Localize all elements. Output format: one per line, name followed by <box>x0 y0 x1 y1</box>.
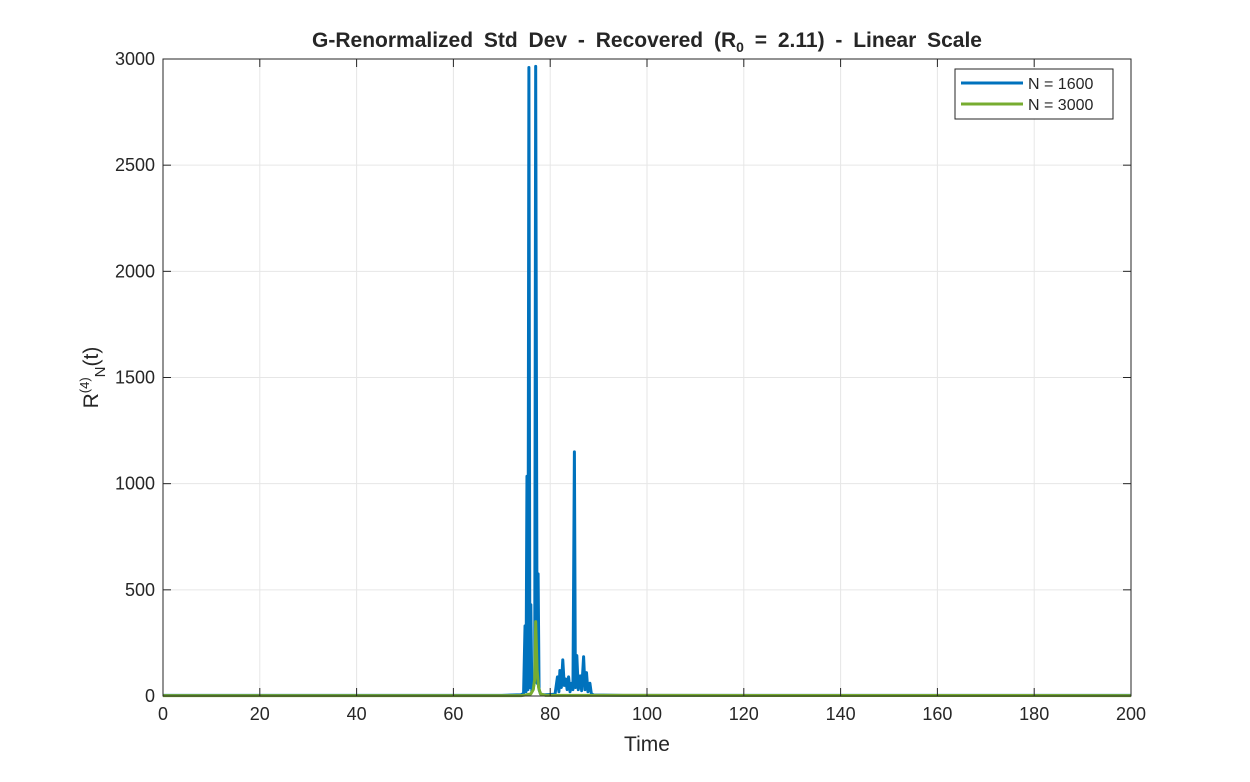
y-tick-label: 3000 <box>115 49 155 69</box>
x-tick-label: 200 <box>1116 704 1146 724</box>
y-tick-label: 1000 <box>115 474 155 494</box>
chart-title-prefix: G-Renormalized Std Dev - Recovered (R <box>312 29 736 52</box>
x-tick-label: 140 <box>826 704 856 724</box>
x-tick-label: 120 <box>729 704 759 724</box>
x-tick-label: 0 <box>158 704 168 724</box>
legend: N = 1600 N = 3000 <box>954 68 1114 120</box>
y-axis-label-base: R <box>80 393 103 408</box>
x-axis-label: Time <box>624 733 670 756</box>
series-2 <box>163 620 1132 698</box>
y-axis-label-subscript: N <box>92 366 109 377</box>
x-tick-label: 80 <box>540 704 560 724</box>
y-tick-label: 1500 <box>115 368 155 388</box>
y-axis-label: R(4)N(t) <box>77 347 109 409</box>
axis-ticks: 0 20 40 60 80 100 120 140 160 180 2000500100015002… <box>115 49 1146 724</box>
x-tick-label: 40 <box>347 704 367 724</box>
x-tick-label: 180 <box>1019 704 1049 724</box>
legend-box <box>954 68 1114 120</box>
y-tick-label: 2000 <box>115 261 155 281</box>
series-1 <box>163 64 1131 697</box>
y-tick-label: 500 <box>125 580 155 600</box>
x-tick-label: 100 <box>632 704 662 724</box>
legend-label: N = 1600 <box>1028 76 1093 93</box>
y-axis-label-suffix: (t) <box>80 347 103 367</box>
x-tick-label: 20 <box>250 704 270 724</box>
chart-title-suffix: = 2.11) - Linear Scale <box>744 29 982 52</box>
chart-title: G-Renormalized Std Dev - Recovered (R0 =… <box>312 29 982 55</box>
series-line <box>163 64 1131 697</box>
y-tick-label: 2500 <box>115 155 155 175</box>
series-line <box>163 620 1132 698</box>
series-layer <box>163 64 1132 698</box>
y-axis-label-superscript: (4) <box>77 377 92 393</box>
x-tick-label: 160 <box>922 704 952 724</box>
y-tick-label: 0 <box>145 686 155 706</box>
x-tick-label: 60 <box>443 704 463 724</box>
legend-label: N = 3000 <box>1028 97 1093 114</box>
chart-title-subscript: 0 <box>736 39 744 55</box>
